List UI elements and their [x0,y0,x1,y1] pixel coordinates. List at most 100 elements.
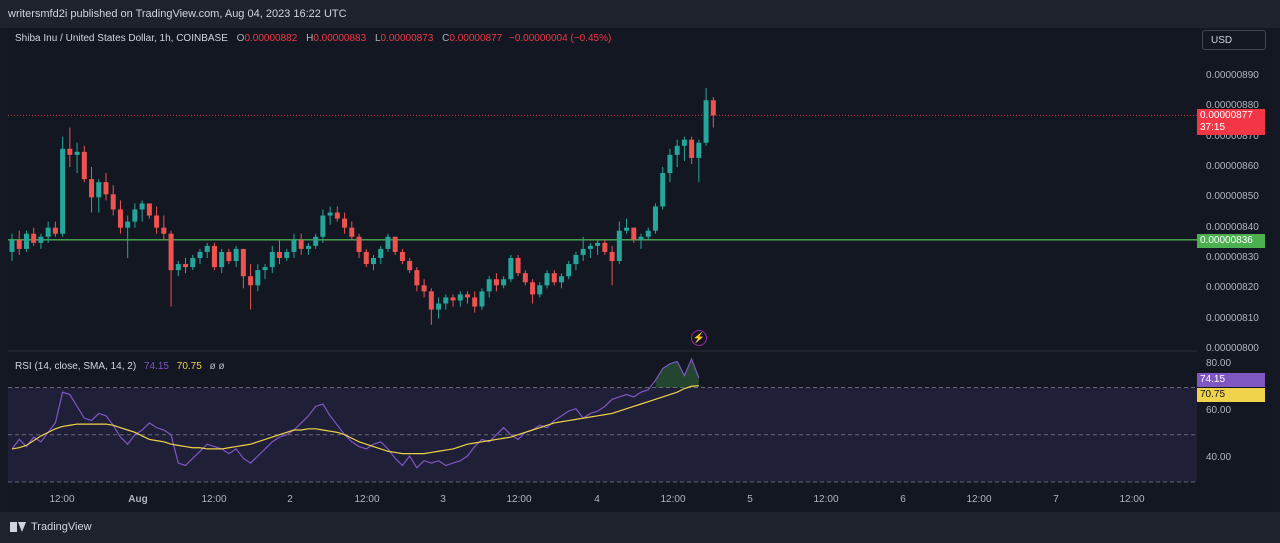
rsi-extra: ø ø [209,361,225,372]
candle-body [103,182,109,195]
open-label: O [236,33,245,44]
low-value: 0.00000873 [380,33,434,44]
candle-body [421,285,427,292]
candle-body [710,100,716,116]
candle-body [681,139,687,146]
time-tick-label: 3 [440,494,446,505]
candle-body [587,245,593,249]
candle-body [371,258,376,265]
candle-body [501,279,507,286]
candle-body [320,215,326,237]
candle-body [248,276,254,286]
candle-body [305,245,311,249]
candle-body [89,179,95,198]
candle-body [190,258,196,268]
candle-body [544,273,550,286]
candle-body [602,242,608,252]
candle-body [204,245,210,252]
price-tick-label: 0.00000820 [1206,282,1259,294]
candle-body [457,294,463,301]
candle-body [616,230,622,262]
candle-body [342,218,348,228]
candle-body [573,254,579,265]
candle-body [277,251,283,258]
candle-body [703,100,709,143]
candle-body [219,251,225,268]
candle-body [132,209,138,222]
time-tick-label: 5 [747,494,753,505]
candle-body [493,279,499,286]
top-bar [0,0,1280,28]
candle-body [139,203,145,210]
candle-body [161,227,167,234]
candle-body [233,248,239,262]
tradingview-logo-icon [10,522,26,532]
lightning-icon[interactable]: ⚡ [691,330,707,346]
price-tick-label: 0.00000860 [1206,161,1259,172]
time-tick-label: 12:00 [506,494,532,505]
candle-body [530,282,536,295]
time-tick-label: 7 [1053,494,1059,505]
candle-body [23,233,29,249]
candle-body [392,236,398,252]
time-tick-label: 12:00 [201,494,227,505]
candle-body [537,285,543,295]
candle-body [356,236,362,252]
horizontal-line-tag: 0.00000836 [1197,234,1265,248]
close-value: 0.00000877 [449,33,503,44]
high-value: 0.00000883 [313,33,367,44]
candle-body [125,221,131,228]
low-label: L [374,33,381,44]
candle-body [450,297,456,301]
tradingview-logo[interactable]: TradingView [10,521,92,533]
candle-body [197,251,203,258]
rsi-tick-label: 80.00 [1206,357,1232,369]
candle-body [624,227,630,231]
time-tick-label: 6 [900,494,906,505]
candle-body [211,245,217,268]
rsi-title[interactable]: RSI (14, close, SMA, 14, 2) [15,361,137,372]
rsi-legend: RSI (14, close, SMA, 14, 2) 74.15 70.75 … [15,361,225,372]
candle-body [226,251,232,262]
currency-button[interactable]: USD [1202,30,1266,50]
candle-body [363,251,369,265]
price-tick-label: 0.00000880 [1206,100,1259,112]
candle-body [515,258,521,274]
symbol-title[interactable]: Shiba Inu / United States Dollar, 1h, CO… [15,33,228,44]
candle-body [334,212,340,219]
candle-body [638,236,644,240]
candle-body [558,276,564,283]
candle-body [631,227,637,240]
candle-body [74,151,80,155]
candle-body [566,264,572,277]
candle-body [414,270,420,286]
candle-body [298,239,304,249]
candle-body [609,251,615,262]
candle-body [291,239,297,252]
candle-body [154,215,160,228]
close-label: C [442,33,450,44]
candle-body [407,261,413,271]
high-label: H [306,33,314,44]
candle-body [464,294,470,298]
candle-body [168,233,174,271]
time-tick-label: Aug [128,494,148,505]
candle-body [81,151,87,180]
rsi-sma-value: 70.75 [176,361,202,372]
last-price-tag: 0.00000877 37:15 [1197,109,1265,135]
candle-body [183,264,189,268]
candle-body [45,227,51,237]
rsi-overbought-fill [655,359,699,388]
candle-body [378,248,384,258]
candle-body [255,270,261,286]
time-tick-label: 12:00 [49,494,75,505]
time-tick-label: 12:00 [1119,494,1145,505]
candle-body [479,291,485,307]
candle-body [486,279,492,292]
candle-body [660,173,666,207]
candle-body [327,212,333,216]
candle-body [551,273,557,283]
rsi-sma-line [11,385,699,455]
candle-body [472,297,478,307]
